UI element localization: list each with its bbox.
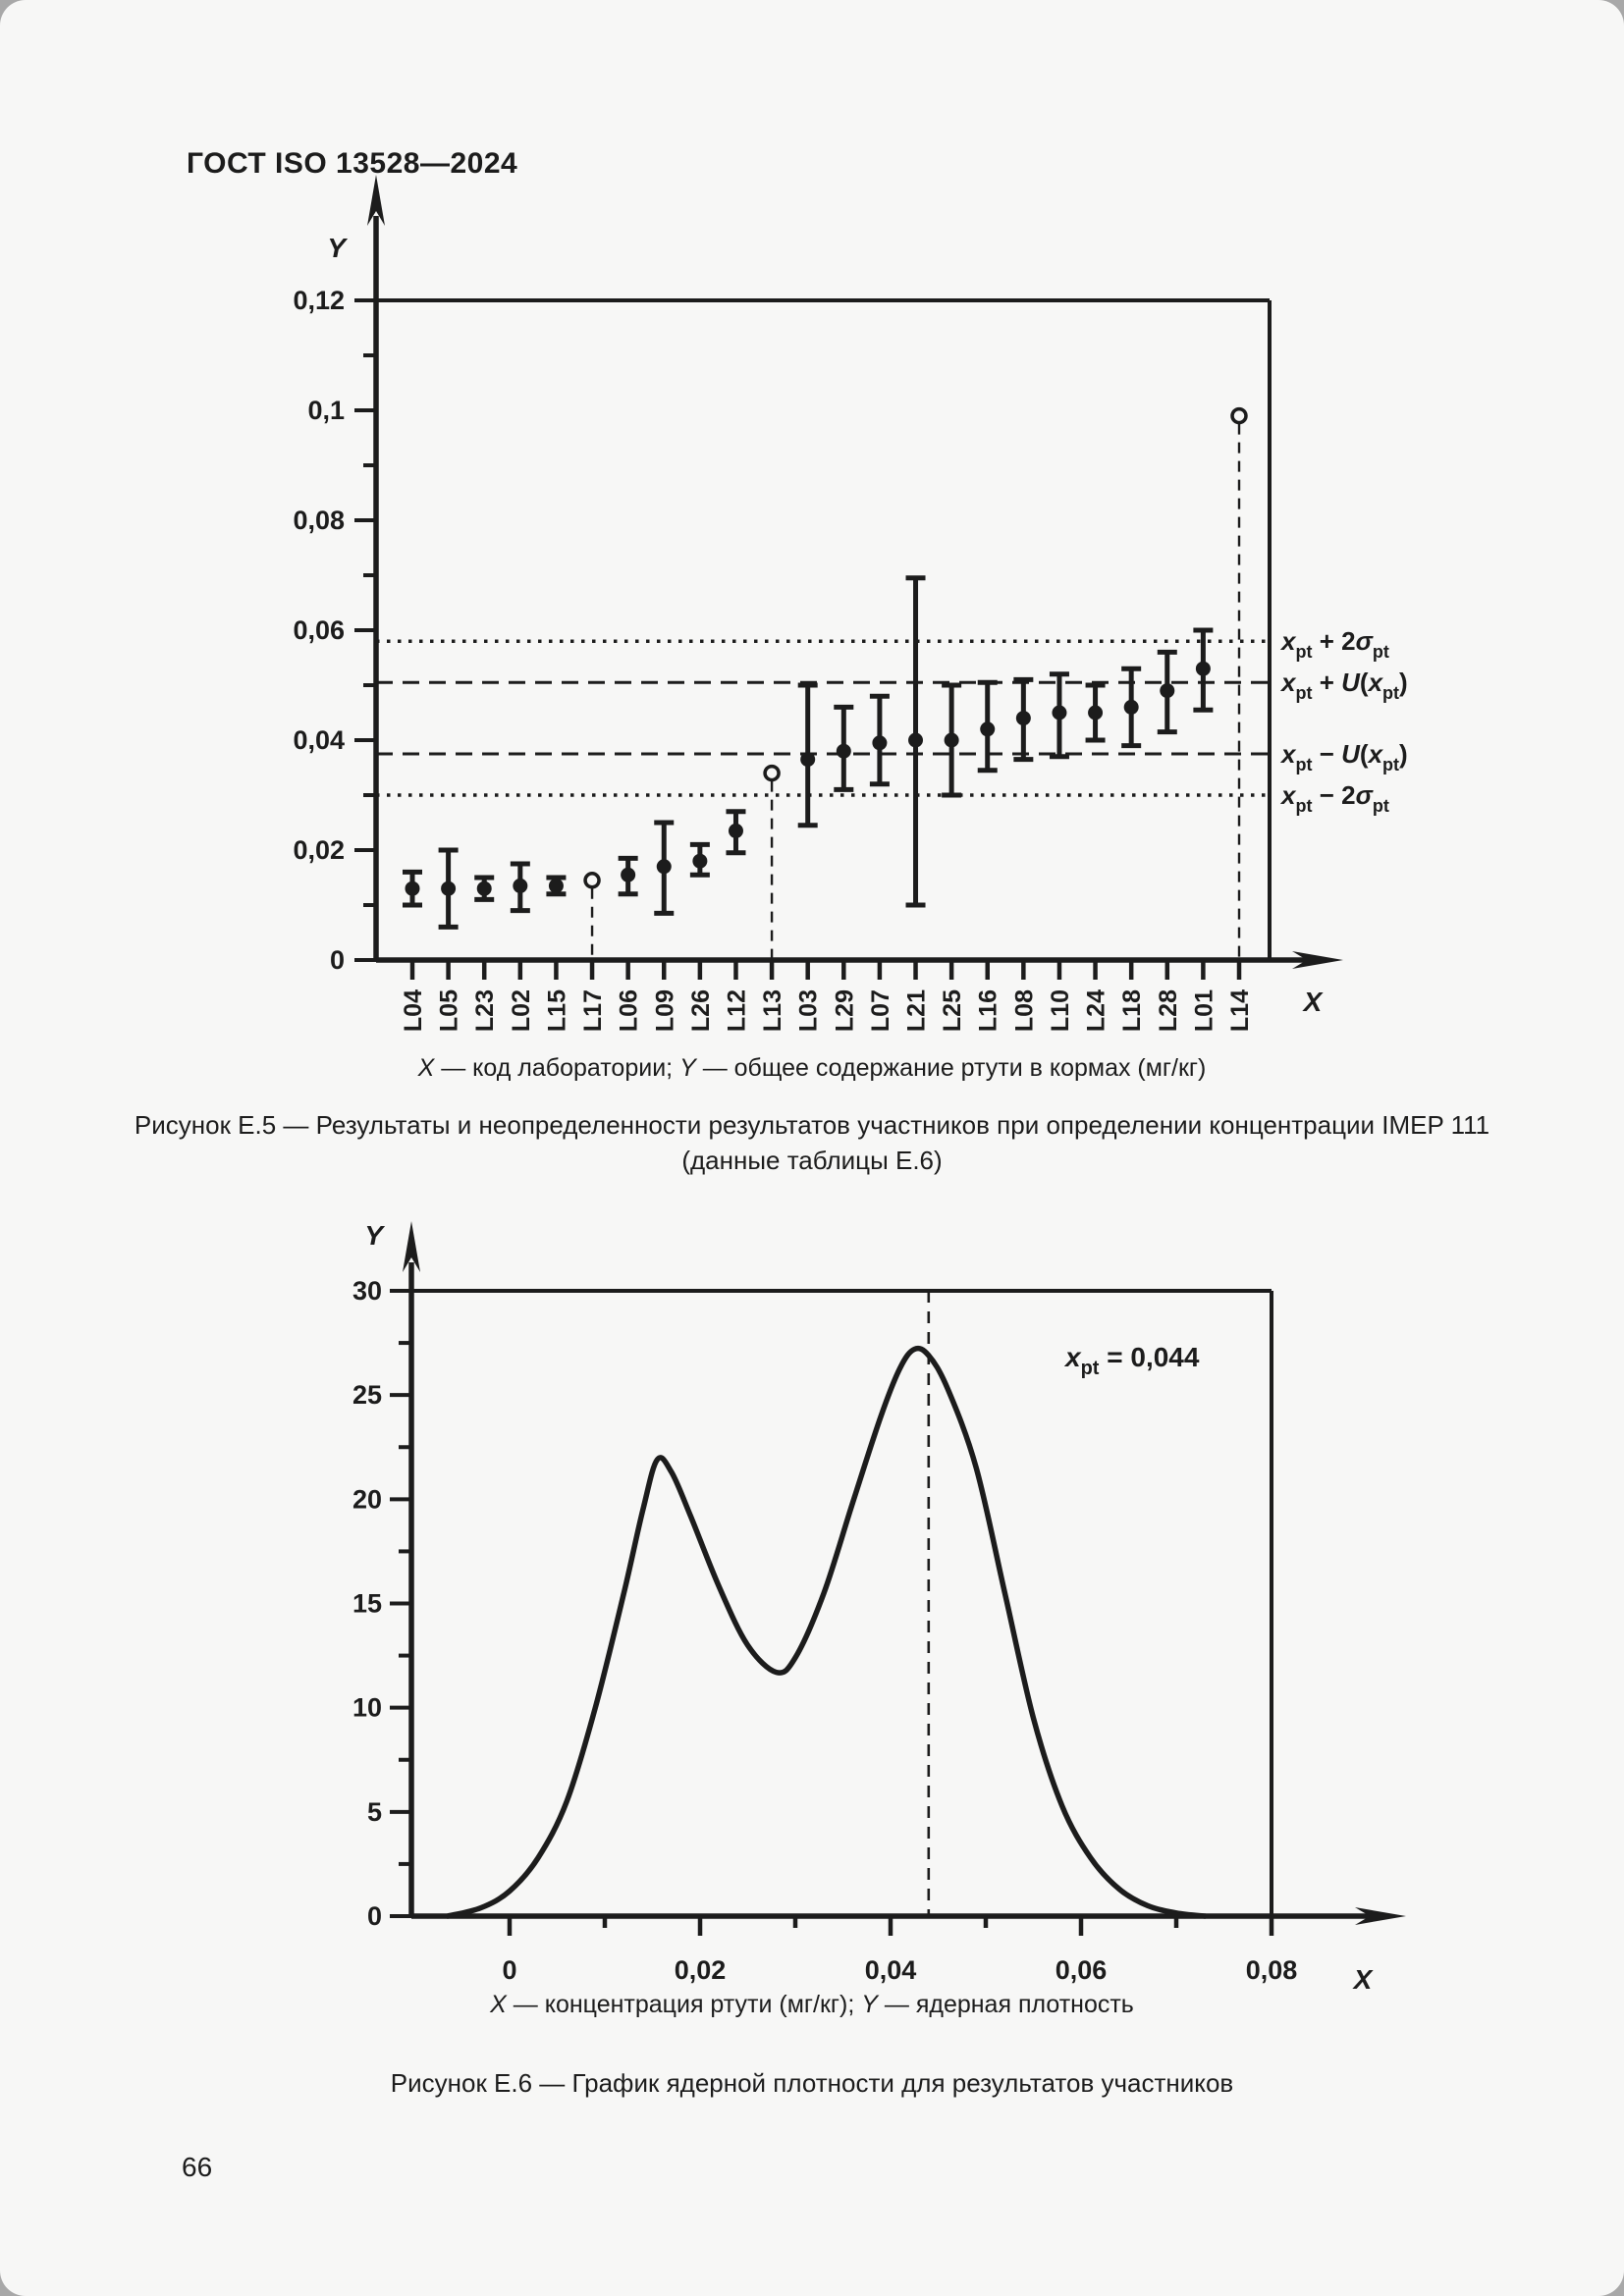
legend-y-symbol: Y — [861, 1991, 878, 2018]
legend-x-text: — концентрация ртути (мг/кг); — [506, 1991, 862, 2018]
svg-text:xpt − U(xpt): xpt − U(xpt) — [1279, 739, 1408, 774]
figure-e5-caption: Рисунок Е.5 — Результаты и неопределенно… — [46, 1107, 1578, 1178]
svg-text:10: 10 — [352, 1693, 382, 1723]
legend-x-symbol: X — [417, 1054, 435, 1082]
svg-text:0,02: 0,02 — [675, 1955, 727, 1985]
svg-text:5: 5 — [367, 1797, 382, 1827]
svg-text:L26: L26 — [687, 989, 715, 1032]
svg-text:L14: L14 — [1226, 989, 1254, 1032]
page-number: 66 — [182, 2152, 213, 2182]
svg-text:X: X — [1302, 987, 1325, 1017]
svg-text:L12: L12 — [723, 989, 750, 1032]
svg-text:L28: L28 — [1155, 989, 1182, 1032]
svg-text:xpt + U(xpt): xpt + U(xpt) — [1279, 667, 1408, 703]
figure-e5-chart: Y X 0 0,02 0,04 0,06 0,08 0,1 0,12 xpt + 2σpt xpt … — [293, 175, 1408, 1032]
svg-text:0: 0 — [502, 1955, 516, 1985]
figure-e6-caption-line1: Рисунок Е.6 — График ядерной плотности д… — [390, 2068, 1234, 2098]
svg-text:L10: L10 — [1047, 989, 1074, 1032]
svg-text:xpt + 2σpt: xpt + 2σpt — [1279, 626, 1389, 662]
figure-e6-caption: Рисунок Е.6 — График ядерной плотности д… — [46, 2065, 1578, 2101]
svg-text:xpt = 0,044: xpt = 0,044 — [1063, 1342, 1200, 1379]
svg-text:L16: L16 — [975, 989, 1002, 1032]
svg-text:L23: L23 — [471, 989, 499, 1032]
svg-text:L05: L05 — [436, 989, 463, 1032]
svg-text:Y: Y — [364, 1220, 385, 1251]
svg-text:0,08: 0,08 — [293, 506, 345, 535]
svg-text:0,12: 0,12 — [293, 286, 345, 315]
svg-text:L06: L06 — [616, 989, 643, 1032]
svg-text:0: 0 — [367, 1901, 382, 1931]
svg-text:0,06: 0,06 — [293, 615, 345, 645]
svg-text:L24: L24 — [1083, 989, 1110, 1032]
svg-text:L13: L13 — [759, 989, 786, 1032]
svg-text:L21: L21 — [903, 989, 931, 1032]
svg-text:0,02: 0,02 — [293, 835, 345, 865]
svg-text:L15: L15 — [543, 989, 570, 1032]
figure-e5-legend: X — код лаборатории; Y — общее содержани… — [46, 1054, 1578, 1083]
svg-text:0,04: 0,04 — [293, 725, 345, 755]
svg-text:15: 15 — [352, 1589, 382, 1619]
legend-x-symbol: X — [490, 1991, 507, 2018]
figure-e6-chart: Y X 0 5 10 15 20 25 30 0 0,02 0,04 0,06 0,08 xpt = 0,0… — [352, 1220, 1406, 1995]
svg-text:L17: L17 — [579, 989, 607, 1032]
svg-text:20: 20 — [352, 1484, 382, 1514]
svg-text:0,06: 0,06 — [1056, 1955, 1108, 1985]
standard-designation: ГОСТ ISO 13528—2024 — [187, 147, 518, 180]
svg-text:xpt − 2σpt: xpt − 2σpt — [1279, 780, 1389, 816]
svg-text:L07: L07 — [867, 989, 894, 1032]
svg-text:0: 0 — [330, 945, 345, 975]
svg-text:L01: L01 — [1190, 989, 1218, 1032]
svg-text:25: 25 — [352, 1380, 382, 1410]
svg-text:X: X — [1352, 1964, 1375, 1995]
legend-y-text: — общее содержание ртути в кормах (мг/кг… — [695, 1054, 1207, 1082]
svg-text:30: 30 — [352, 1276, 382, 1306]
svg-text:L02: L02 — [508, 989, 535, 1032]
svg-text:L03: L03 — [795, 989, 823, 1032]
svg-text:L25: L25 — [939, 989, 966, 1032]
figure-e5-caption-line2: (данные таблицы Е.6) — [681, 1146, 943, 1175]
svg-text:0,08: 0,08 — [1246, 1955, 1298, 1985]
svg-text:L29: L29 — [831, 989, 858, 1032]
svg-text:L08: L08 — [1010, 989, 1038, 1032]
svg-text:L09: L09 — [651, 989, 678, 1032]
svg-text:L18: L18 — [1118, 989, 1146, 1032]
svg-text:L04: L04 — [400, 989, 427, 1032]
legend-x-text: — код лаборатории; — [434, 1054, 680, 1082]
legend-y-symbol: Y — [679, 1054, 696, 1082]
figure-e6-legend: X — концентрация ртути (мг/кг); Y — ядер… — [46, 1991, 1578, 2019]
figure-e5-caption-line1: Рисунок Е.5 — Результаты и неопределенно… — [134, 1110, 1490, 1140]
svg-text:Y: Y — [327, 233, 348, 263]
legend-y-text: — ядерная плотность — [877, 1991, 1134, 2018]
svg-text:0,04: 0,04 — [865, 1955, 917, 1985]
svg-text:0,1: 0,1 — [307, 396, 345, 425]
